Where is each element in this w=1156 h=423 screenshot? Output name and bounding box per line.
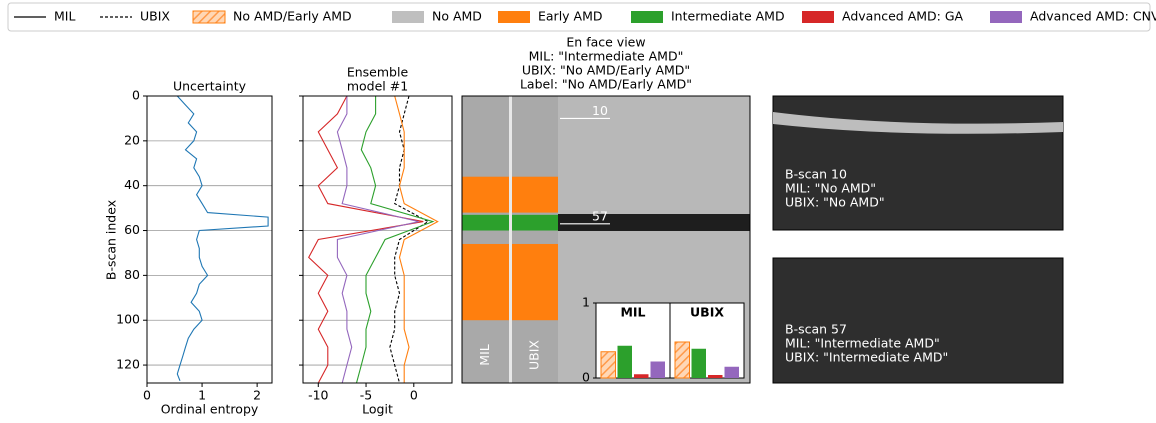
legend-label: Early AMD <box>538 9 603 24</box>
panel-title: Label: "No AMD/Early AMD" <box>520 77 692 92</box>
y-tick-label: 1 <box>582 295 590 310</box>
bscan-caption: MIL: "Intermediate AMD" <box>785 336 940 351</box>
column-divider <box>509 96 512 383</box>
bar <box>601 352 616 378</box>
legend-swatch <box>990 11 1022 23</box>
series-line <box>357 96 433 383</box>
bscan-caption: UBIX: "Intermediate AMD" <box>785 350 948 365</box>
axes-frame <box>303 96 452 383</box>
prediction-band <box>512 177 558 213</box>
series-line <box>390 96 428 383</box>
legend-label: No AMD <box>432 9 482 24</box>
legend-label: Intermediate AMD <box>671 9 785 24</box>
panel-title: Ensemble <box>347 65 409 80</box>
prediction-band <box>462 244 509 320</box>
x-tick-label: 0 <box>410 388 418 403</box>
y-tick-label: 120 <box>116 357 140 372</box>
prediction-band <box>512 244 558 320</box>
x-tick-label: -5 <box>360 388 372 403</box>
y-tick-label: 40 <box>124 177 140 192</box>
x-tick-label: -10 <box>308 388 328 403</box>
panel-title: UBIX: "No AMD/Early AMD" <box>522 63 690 78</box>
y-tick-label: 0 <box>582 370 590 385</box>
y-tick-label: 100 <box>116 312 140 327</box>
legend-swatch <box>498 11 530 23</box>
legend-label: Advanced AMD: GA <box>842 9 964 24</box>
legend-swatch <box>802 11 834 23</box>
bar <box>725 367 740 378</box>
bscan-caption: UBIX: "No AMD" <box>785 195 885 210</box>
x-tick-label: 2 <box>253 388 261 403</box>
series-line <box>177 96 268 381</box>
x-axis-label: Ordinal entropy <box>161 402 259 417</box>
axes-frame <box>147 96 272 383</box>
group-label: MIL <box>620 305 645 320</box>
prediction-band <box>512 215 558 231</box>
y-tick-label: 0 <box>132 88 140 103</box>
legend-swatch <box>631 11 663 23</box>
column-label: UBIX <box>527 340 542 370</box>
enface-dark-strip <box>558 214 750 231</box>
prediction-band <box>462 215 509 231</box>
y-axis-label: B-scan index <box>104 200 119 280</box>
bar <box>651 362 666 379</box>
legend-swatch <box>392 11 424 23</box>
column-label: MIL <box>477 344 492 365</box>
series-line <box>337 96 418 383</box>
bar <box>708 375 723 378</box>
bscan-caption: B-scan 10 <box>785 167 847 182</box>
bscan-caption: MIL: "No AMD" <box>785 181 876 196</box>
bscan-image <box>773 96 1063 230</box>
panel-title: model #1 <box>347 79 408 94</box>
bar <box>675 342 690 378</box>
group-label: UBIX <box>690 305 724 320</box>
x-tick-label: 1 <box>198 388 206 403</box>
panel-title: MIL: "Intermediate AMD" <box>529 49 684 64</box>
bscan-caption: B-scan 57 <box>785 322 847 337</box>
legend-label: No AMD/Early AMD <box>233 9 352 24</box>
legend-label: Advanced AMD: CNV <box>1030 9 1156 24</box>
panel-title: En face view <box>566 35 645 50</box>
prediction-band <box>462 177 509 213</box>
legend-label: UBIX <box>140 9 170 24</box>
bar <box>618 346 633 378</box>
bar <box>692 349 707 378</box>
y-tick-label: 60 <box>124 222 140 237</box>
x-tick-label: 0 <box>143 388 151 403</box>
legend-label: MIL <box>54 9 75 24</box>
figure: MIL UBIX No AMD/Early AMD No AMD Early AMD In… <box>0 0 1156 423</box>
series-line <box>395 96 438 383</box>
x-axis-label: Logit <box>362 402 393 417</box>
y-tick-label: 20 <box>124 132 140 147</box>
panel-title: Uncertainty <box>173 79 247 94</box>
bscan-marker-label: 57 <box>592 208 608 223</box>
legend-swatch <box>193 11 225 23</box>
y-tick-label: 80 <box>124 267 140 282</box>
bscan-marker-label: 10 <box>592 103 608 118</box>
bar <box>634 374 649 378</box>
